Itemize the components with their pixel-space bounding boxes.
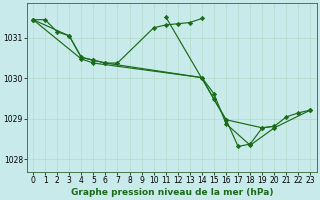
- X-axis label: Graphe pression niveau de la mer (hPa): Graphe pression niveau de la mer (hPa): [70, 188, 273, 197]
